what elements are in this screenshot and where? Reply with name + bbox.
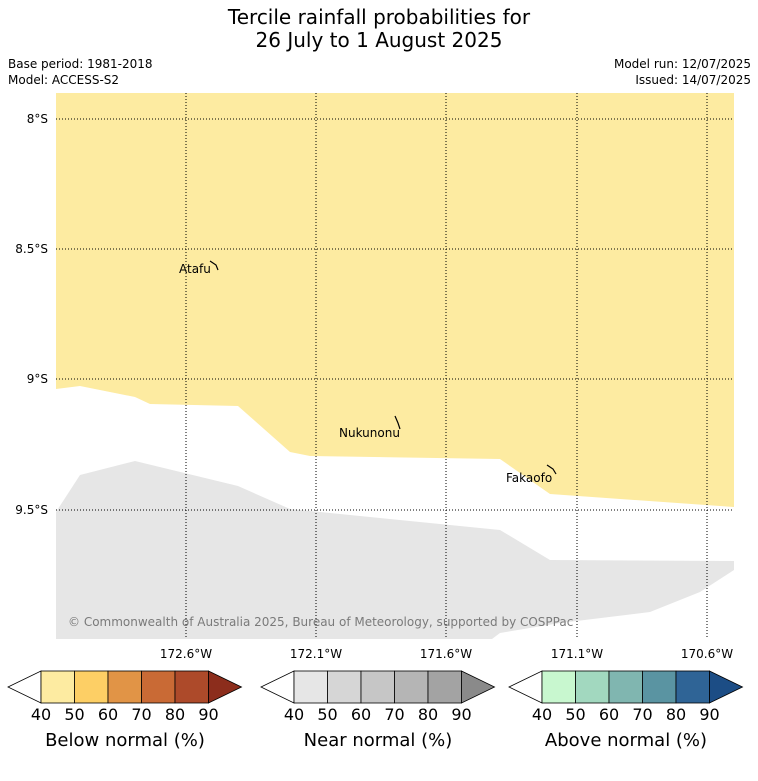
- above-colorbar-bin: [675, 670, 710, 704]
- above-colorbar-tick: 90: [699, 705, 720, 724]
- above-colorbar-extend-high: [709, 670, 744, 704]
- place-label-atafu: Atafu: [179, 262, 211, 276]
- base-period-text: Base period: 1981-2018: [8, 57, 153, 71]
- colorbar-below-normal: [7, 670, 243, 704]
- below-colorbar-bin: [40, 670, 75, 704]
- below-colorbar-extend-high: [208, 670, 243, 704]
- below-colorbar-bin: [107, 670, 142, 704]
- place-label-fakaofo: Fakaofo: [506, 471, 552, 485]
- above-colorbar-tick: 70: [632, 705, 653, 724]
- below-colorbar-extend-low: [7, 670, 42, 704]
- lon-label-170-6w: 170.6°W: [681, 647, 733, 661]
- near-colorbar-tick: 70: [384, 705, 405, 724]
- near-colorbar-bin: [394, 670, 429, 704]
- colorbar-near-normal: [260, 670, 496, 704]
- lat-label-9s: 9°S: [27, 372, 48, 386]
- near-colorbar-bin: [360, 670, 395, 704]
- fakaofo-island-shape: [546, 464, 557, 475]
- lon-label-171-6w: 171.6°W: [420, 647, 472, 661]
- map-title-line1: Tercile rainfall probabilities for: [227, 5, 531, 29]
- below-normal-region: [56, 93, 734, 507]
- near-colorbar-extend-high: [461, 670, 496, 704]
- above-colorbar-bin: [575, 670, 610, 704]
- near-colorbar-tick: 40: [283, 705, 305, 724]
- lon-label-171-1w: 171.1°W: [551, 647, 603, 661]
- above-colorbar-bin: [608, 670, 643, 704]
- near-colorbar-tick: 60: [350, 705, 372, 724]
- colorbar-near-label: Near normal (%): [303, 730, 453, 751]
- model-run-text: Model run: 12/07/2025: [613, 57, 751, 71]
- above-colorbar-bin: [541, 670, 576, 704]
- lat-label-8s: 8°S: [27, 112, 48, 126]
- place-label-nukunonu: Nukunonu: [339, 426, 400, 440]
- nukunonu-island-shape: [394, 415, 401, 430]
- above-colorbar-tick: 50: [565, 705, 586, 724]
- graticule: [56, 93, 734, 639]
- copyright-text: © Commonwealth of Australia 2025, Bureau…: [68, 615, 573, 629]
- near-colorbar-tick: 90: [451, 705, 472, 724]
- above-colorbar-tick: 60: [598, 705, 620, 724]
- below-colorbar-tick: 90: [198, 705, 219, 724]
- colorbar-above-normal: [508, 670, 744, 704]
- below-colorbar-tick: 70: [131, 705, 152, 724]
- lat-label-9-5s: 9.5°S: [15, 503, 48, 517]
- near-colorbar-bin: [427, 670, 462, 704]
- above-colorbar-bin: [642, 670, 677, 704]
- colorbar-below-label: Below normal (%): [45, 730, 205, 751]
- above-colorbar-extend-low: [508, 670, 543, 704]
- lon-label-172-1w: 172.1°W: [290, 647, 342, 661]
- near-normal-region: [56, 461, 734, 639]
- atafu-island-shape: [209, 260, 219, 271]
- near-colorbar-extend-low: [260, 670, 295, 704]
- near-colorbar-tick: 50: [317, 705, 338, 724]
- above-colorbar-tick: 80: [665, 705, 687, 724]
- issued-text: Issued: 14/07/2025: [635, 73, 751, 87]
- near-colorbar-tick: 80: [417, 705, 439, 724]
- map-title-line2: 26 July to 1 August 2025: [255, 28, 503, 52]
- lat-label-8-5s: 8.5°S: [15, 242, 48, 256]
- lon-label-172-6w: 172.6°W: [160, 647, 212, 661]
- below-colorbar-tick: 50: [64, 705, 85, 724]
- model-text: Model: ACCESS-S2: [8, 73, 120, 87]
- above-colorbar-tick: 40: [531, 705, 553, 724]
- below-colorbar-bin: [141, 670, 176, 704]
- below-colorbar-bin: [174, 670, 209, 704]
- below-colorbar-tick: 40: [30, 705, 52, 724]
- near-colorbar-bin: [293, 670, 328, 704]
- below-colorbar-bin: [74, 670, 109, 704]
- below-colorbar-tick: 60: [97, 705, 119, 724]
- colorbar-above-label: Above normal (%): [544, 730, 708, 751]
- near-colorbar-bin: [327, 670, 362, 704]
- below-colorbar-tick: 80: [164, 705, 186, 724]
